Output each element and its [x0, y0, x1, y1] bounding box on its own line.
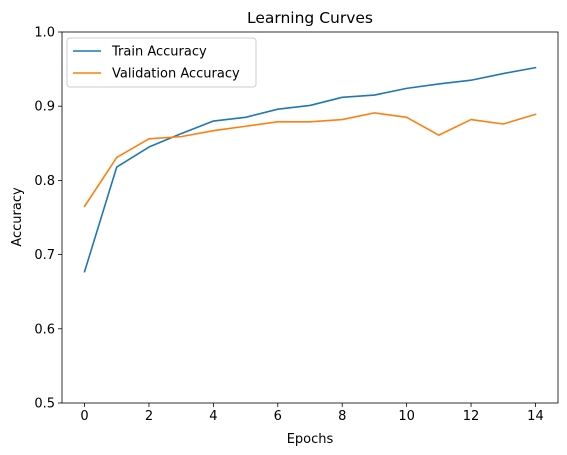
- x-tick-label: 8: [338, 409, 346, 424]
- plot-frame: [61, 31, 559, 404]
- x-axis: 0 2 4 6 8 10 12 14: [80, 403, 544, 424]
- legend-box: [66, 37, 257, 88]
- y-tick-label: 0.8: [34, 174, 55, 189]
- x-tick-label: 2: [145, 409, 153, 424]
- y-tick-label: 0.9: [34, 100, 55, 115]
- y-tick-label: 0.7: [34, 248, 55, 263]
- y-tick-label: 0.5: [34, 397, 55, 412]
- x-tick-label: 4: [209, 409, 217, 424]
- x-tick-label: 6: [274, 409, 282, 424]
- y-tick-label: 0.6: [34, 322, 55, 337]
- legend-label-2: Validation Accuracy: [112, 67, 240, 82]
- legend-label-1: Train Accuracy: [111, 45, 207, 60]
- legend: Train Accuracy Validation Accuracy: [66, 37, 257, 88]
- x-tick-label: 0: [80, 409, 88, 424]
- series-line-1: [83, 66, 537, 273]
- plot-area: [61, 31, 559, 404]
- y-tick-label: 1.0: [34, 26, 55, 41]
- series-line-2: [83, 112, 537, 208]
- x-tick-label: 14: [527, 409, 544, 424]
- x-tick-label: 10: [398, 409, 415, 424]
- x-tick-label: 12: [463, 409, 480, 424]
- series-layer: [83, 66, 537, 273]
- x-axis-title: Epochs: [287, 432, 334, 447]
- y-axis-title: Accuracy: [10, 187, 25, 247]
- y-axis: 0.5 0.6 0.7 0.8 0.9 1.0: [34, 26, 62, 412]
- chart-title: Learning Curves: [247, 9, 373, 27]
